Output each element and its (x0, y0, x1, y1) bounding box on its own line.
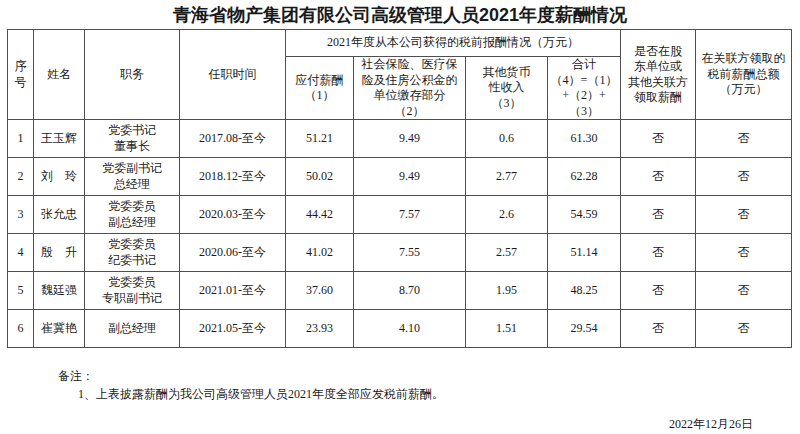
cell-other: 0.6 (466, 120, 548, 158)
document-date: 2022年12月26日 (0, 416, 800, 433)
cell-other: 2.57 (466, 234, 548, 272)
cell-term: 2018.12-至今 (180, 158, 286, 196)
cell-other: 1.51 (466, 310, 548, 348)
header-related-party: 在关联方领取的 税前薪酬总额 （万元） (696, 30, 792, 120)
header-position: 职务 (85, 30, 180, 120)
cell-other: 1.95 (466, 272, 548, 310)
cell-salary: 44.42 (286, 196, 354, 234)
page-title: 青海省物产集团有限公司高级管理人员2021年度薪酬情况 (0, 0, 800, 26)
cell-shareholder: 否 (621, 158, 696, 196)
cell-no: 2 (8, 158, 34, 196)
header-salary: 应付薪酬 （1） (286, 57, 354, 120)
notes-section: 备注： 1、上表披露薪酬为我公司高级管理人员2021年度全部应发税前薪酬。 (0, 368, 800, 402)
cell-term: 2020.06-至今 (180, 234, 286, 272)
cell-position: 党委书记 董事长 (85, 120, 180, 158)
cell-insurance: 8.70 (354, 272, 466, 310)
header-seq: 序号 (8, 30, 34, 120)
cell-insurance: 7.55 (354, 234, 466, 272)
cell-total: 29.54 (548, 310, 621, 348)
note-item: 1、上表披露薪酬为我公司高级管理人员2021年度全部应发税前薪酬。 (78, 386, 800, 402)
cell-no: 5 (8, 272, 34, 310)
header-insurance: 社会保险、医疗保 险及住房公积金的 单位缴存部分 （2） (354, 57, 466, 120)
cell-name: 刘 玲 (34, 158, 85, 196)
cell-name: 魏廷强 (34, 272, 85, 310)
cell-name: 王玉辉 (34, 120, 85, 158)
header-term: 任职时间 (180, 30, 286, 120)
cell-shareholder: 否 (621, 196, 696, 234)
cell-other: 2.77 (466, 158, 548, 196)
table-row: 1 王玉辉 党委书记 董事长 2017.08-至今 51.21 9.49 0.6… (8, 120, 792, 158)
cell-name: 殷 升 (34, 234, 85, 272)
table-row: 5 魏廷强 党委委员 专职副书记 2021.01-至今 37.60 8.70 1… (8, 272, 792, 310)
cell-salary: 50.02 (286, 158, 354, 196)
cell-position: 党委副书记 总经理 (85, 158, 180, 196)
table-row: 3 张允忠 党委委员 副总经理 2020.03-至今 44.42 7.57 2.… (8, 196, 792, 234)
cell-shareholder: 否 (621, 234, 696, 272)
cell-no: 1 (8, 120, 34, 158)
cell-position: 副总经理 (85, 310, 180, 348)
cell-related: 否 (696, 196, 792, 234)
cell-related: 否 (696, 234, 792, 272)
header-total: 合计 （4）=（1） +（2）+ （3） (548, 57, 621, 120)
header-compensation-group: 2021年度从本公司获得的税前报酬情况（万元） (286, 30, 621, 57)
header-shareholder: 是否在股 东单位或 其他关联方 领取薪酬 (621, 30, 696, 120)
cell-insurance: 9.49 (354, 158, 466, 196)
cell-no: 4 (8, 234, 34, 272)
cell-name: 张允忠 (34, 196, 85, 234)
cell-related: 否 (696, 310, 792, 348)
cell-related: 否 (696, 158, 792, 196)
table-row: 2 刘 玲 党委副书记 总经理 2018.12-至今 50.02 9.49 2.… (8, 158, 792, 196)
cell-term: 2021.05-至今 (180, 310, 286, 348)
header-row-top: 序号 姓名 职务 任职时间 2021年度从本公司获得的税前报酬情况（万元） 是否… (8, 30, 792, 57)
cell-shareholder: 否 (621, 120, 696, 158)
cell-no: 6 (8, 310, 34, 348)
cell-total: 61.30 (548, 120, 621, 158)
document-page: 青海省物产集团有限公司高级管理人员2021年度薪酬情况 序号 姓名 职务 任职时… (0, 0, 800, 433)
cell-salary: 51.21 (286, 120, 354, 158)
cell-insurance: 9.49 (354, 120, 466, 158)
cell-name: 崔冀艳 (34, 310, 85, 348)
cell-total: 51.14 (548, 234, 621, 272)
cell-position: 党委委员 纪委书记 (85, 234, 180, 272)
cell-related: 否 (696, 272, 792, 310)
cell-position: 党委委员 专职副书记 (85, 272, 180, 310)
header-name: 姓名 (34, 30, 85, 120)
cell-term: 2017.08-至今 (180, 120, 286, 158)
cell-term: 2020.03-至今 (180, 196, 286, 234)
cell-shareholder: 否 (621, 272, 696, 310)
salary-table: 序号 姓名 职务 任职时间 2021年度从本公司获得的税前报酬情况（万元） 是否… (7, 29, 792, 348)
header-other-income: 其他货币 性收入 （3） (466, 57, 548, 120)
table-row: 6 崔冀艳 副总经理 2021.05-至今 23.93 4.10 1.51 29… (8, 310, 792, 348)
cell-other: 2.6 (466, 196, 548, 234)
cell-salary: 23.93 (286, 310, 354, 348)
cell-salary: 41.02 (286, 234, 354, 272)
cell-shareholder: 否 (621, 310, 696, 348)
notes-label: 备注： (58, 368, 800, 384)
cell-total: 62.28 (548, 158, 621, 196)
cell-total: 54.59 (548, 196, 621, 234)
cell-insurance: 4.10 (354, 310, 466, 348)
cell-term: 2021.01-至今 (180, 272, 286, 310)
cell-position: 党委委员 副总经理 (85, 196, 180, 234)
cell-total: 48.25 (548, 272, 621, 310)
cell-related: 否 (696, 120, 792, 158)
cell-no: 3 (8, 196, 34, 234)
cell-insurance: 7.57 (354, 196, 466, 234)
cell-salary: 37.60 (286, 272, 354, 310)
table-row: 4 殷 升 党委委员 纪委书记 2020.06-至今 41.02 7.55 2.… (8, 234, 792, 272)
